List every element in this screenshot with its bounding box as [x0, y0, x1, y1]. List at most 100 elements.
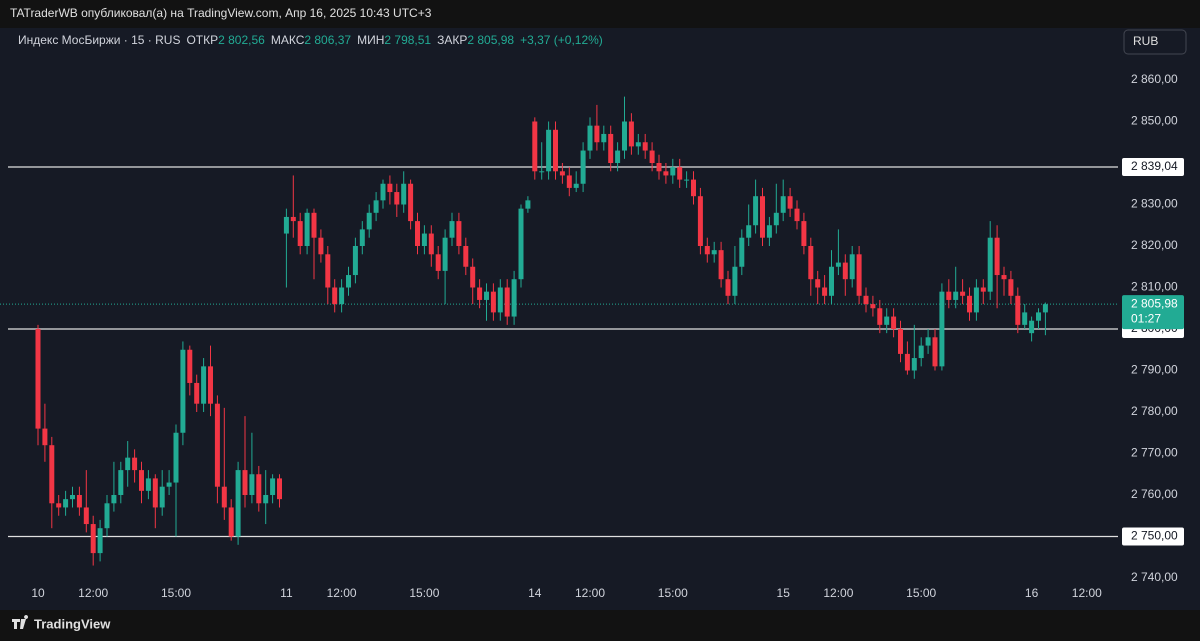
- candle-body: [428, 233, 434, 255]
- candle-body: [346, 275, 351, 288]
- candle-body: [711, 250, 717, 255]
- legend-symbol: Индекс МосБиржи · 15 · RUS: [18, 33, 180, 47]
- candle-body: [960, 291, 966, 296]
- candle-body: [898, 329, 903, 354]
- candle-body: [1015, 295, 1021, 325]
- candle-body: [559, 171, 565, 176]
- candle-body: [394, 192, 400, 205]
- x-tick-label: 10: [31, 586, 45, 600]
- candle-body: [980, 287, 986, 292]
- candle-body: [760, 196, 765, 238]
- y-tick-label: 2 820,00: [1131, 238, 1178, 252]
- candle-body: [918, 345, 924, 359]
- y-tick-label: 2 860,00: [1131, 72, 1178, 86]
- candle-body: [477, 287, 483, 300]
- candle-body: [173, 432, 179, 483]
- candle-body: [994, 237, 1000, 276]
- candle-body: [1008, 279, 1014, 296]
- candle-body: [725, 279, 731, 296]
- candle-body: [118, 470, 124, 495]
- candle-body: [622, 121, 627, 151]
- candle-body: [270, 478, 276, 495]
- legend-value: 2 802,56: [218, 33, 265, 47]
- x-tick-label: 12:00: [327, 586, 357, 600]
- candle-body: [380, 183, 386, 201]
- candle-body: [856, 254, 862, 296]
- candle-body: [849, 254, 855, 280]
- candle-body: [125, 457, 131, 471]
- candle-body: [97, 528, 103, 554]
- currency-button[interactable]: [1123, 29, 1187, 55]
- x-tick-label: 12:00: [823, 586, 853, 600]
- candle-body: [656, 163, 662, 172]
- candle-body: [684, 179, 690, 181]
- candle-body: [877, 308, 883, 325]
- candle-body: [566, 175, 572, 188]
- x-tick-label: 15: [777, 586, 791, 600]
- price-label: 2 750,00: [1131, 529, 1178, 543]
- candle-body: [1036, 312, 1041, 321]
- y-tick-label: 2 770,00: [1131, 446, 1178, 460]
- legend-key: ОТКР: [186, 33, 218, 47]
- candle-body: [518, 208, 524, 280]
- candle-body: [152, 478, 158, 508]
- candle-body: [463, 246, 469, 267]
- candle-body: [159, 486, 165, 508]
- logo: [12, 615, 29, 629]
- price-label-box: [1122, 157, 1184, 176]
- currency-label: RUB: [1133, 34, 1158, 48]
- candle-body: [187, 349, 193, 383]
- x-tick-label: 11: [280, 586, 293, 600]
- y-tick-label: 2 790,00: [1131, 363, 1178, 377]
- candle-body: [277, 478, 282, 500]
- x-tick-label: 15:00: [161, 586, 191, 600]
- candle-body: [628, 121, 634, 147]
- candle-body: [525, 200, 531, 209]
- y-tick-label: 2 830,00: [1131, 197, 1178, 211]
- legend-key: МАКС: [271, 33, 305, 47]
- candle-body: [235, 470, 241, 537]
- footer-text: TradingView: [34, 616, 111, 631]
- candle-body: [704, 246, 710, 255]
- candle-body: [635, 142, 641, 147]
- x-tick-label: 16: [1025, 586, 1039, 600]
- last-price-label: 2 805,98: [1131, 296, 1178, 310]
- candle-body: [194, 382, 200, 404]
- candle-body: [139, 470, 144, 491]
- legend-change: +3,37 (+0,12%): [520, 33, 603, 47]
- candle-body: [932, 337, 938, 367]
- candle-body: [90, 524, 96, 554]
- candle-body: [415, 221, 420, 246]
- candle-body: [201, 366, 207, 404]
- candle-body: [718, 250, 724, 280]
- candle-body: [601, 133, 607, 143]
- candle-body: [49, 445, 55, 504]
- candle-body: [801, 221, 807, 246]
- candle-body: [532, 121, 538, 172]
- candle-body: [773, 212, 779, 226]
- candle-body: [180, 349, 186, 433]
- candle-body: [539, 171, 545, 173]
- candle-body: [35, 329, 41, 429]
- candle-body: [256, 474, 262, 504]
- x-tick-label: 12:00: [575, 586, 605, 600]
- candle-body: [967, 295, 972, 313]
- candle-body: [911, 358, 917, 371]
- legend-value: 2 805,98: [467, 33, 514, 47]
- candle-body: [263, 495, 269, 504]
- legend-key: ЗАКР: [437, 33, 467, 47]
- candle-body: [221, 486, 227, 508]
- candle-body: [242, 470, 248, 495]
- candle-body: [1001, 275, 1007, 280]
- price-label-box: [1122, 527, 1184, 546]
- candle-body: [663, 171, 669, 176]
- candle-body: [973, 287, 979, 313]
- candle-body: [442, 237, 448, 271]
- x-tick-label: 12:00: [1072, 586, 1102, 600]
- y-tick-label: 2 740,00: [1131, 570, 1178, 584]
- candle-body: [352, 246, 358, 276]
- candle-body: [939, 291, 945, 367]
- candle-body: [739, 237, 745, 267]
- candle-body: [842, 262, 848, 280]
